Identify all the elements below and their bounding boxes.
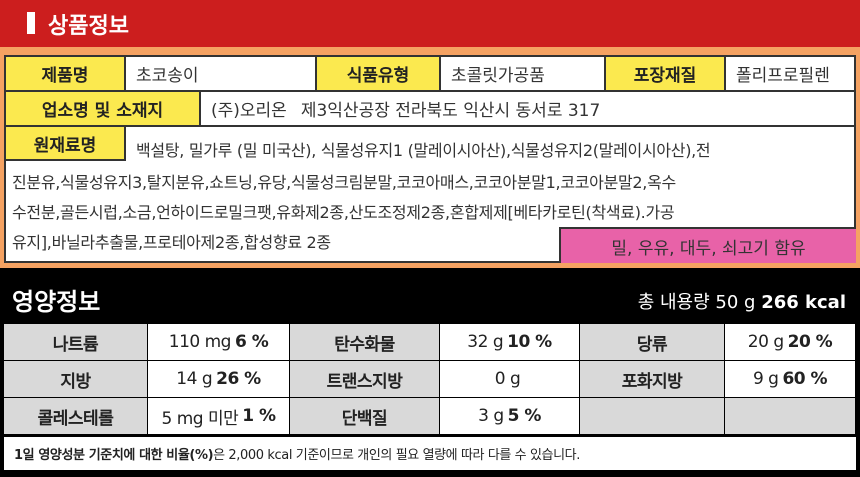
product-info-section: 제품명 초코송이 식품유형 초콜릿가공품 포장재질 폴리프로필렌 업소명 및 소…: [0, 47, 860, 268]
nutrient-value: 0 g: [440, 361, 580, 398]
product-name-label: 제품명: [6, 57, 126, 92]
ingredients-line: 백설탕, 밀가루 (밀 미국산), 식물성유지1 (말레이시아산),식물성유지2…: [136, 141, 711, 160]
ingredients-line: 진분유,식물성유지3,탈지분유,쇼트닝,유당,식물성크림분말,코코아매스,코코아…: [12, 173, 676, 192]
nutrient-percent: 6 %: [234, 332, 269, 352]
nutrient-name: 당류: [580, 324, 725, 361]
nutrient-amount: 0 g: [494, 369, 521, 389]
nutrient-percent: 60 %: [782, 369, 828, 389]
nutrient-amount: 3 g: [478, 406, 504, 426]
maker-value: (주)오리온 제3익산공장 전라북도 익산시 동서로 317: [201, 92, 854, 127]
nutrient-name: 지방: [4, 361, 148, 398]
nutrient-name: [580, 398, 725, 435]
ingredients-line: 유지],바닐라추출물,프로테아제2종,합성향료 2종: [12, 233, 331, 252]
ingredients-line: 수전분,골든시럽,소금,언하이드로밀크팻,유화제2종,산도조정제2종,혼합제제[…: [12, 203, 675, 222]
nutrient-value: 110 mg 6 %: [148, 324, 290, 361]
nutrient-percent: 10 %: [507, 332, 552, 352]
nutrient-name: 나트륨: [4, 324, 148, 361]
header-bar-icon: [27, 12, 35, 34]
product-info-header: 상품정보: [0, 0, 860, 47]
nutrient-amount: 110 mg: [168, 332, 232, 352]
nutrient-value: 9 g 60 %: [725, 361, 856, 398]
total-kcal: 266 kcal: [761, 292, 846, 313]
maker-name: (주)오리온: [211, 101, 287, 121]
nutrient-amount: 14 g: [176, 369, 213, 389]
nutrient-name: 트랜스지방: [290, 361, 440, 398]
nutrient-percent: 20 %: [787, 332, 833, 352]
nutrient-name: 탄수화물: [290, 324, 440, 361]
nutrient-name: 단백질: [290, 398, 440, 435]
nutrient-percent: 1 %: [242, 406, 276, 426]
nutrient-value: 5 mg 미만 1 %: [148, 398, 290, 435]
nutrient-value: [725, 398, 856, 435]
nutrient-name: 콜레스테롤: [4, 398, 148, 435]
total-amount: 총 내용량 50 g: [637, 292, 756, 313]
packaging-label: 포장재질: [606, 57, 726, 92]
nutrient-name: 포화지방: [580, 361, 725, 398]
nutrient-amount: 20 g: [747, 332, 784, 352]
nutrient-value: 14 g 26 %: [148, 361, 290, 398]
nutrition-title: 영양정보: [12, 288, 101, 316]
nutrient-percent: 5 %: [507, 406, 542, 426]
total-content: 총 내용량 50 g 266 kcal: [638, 288, 846, 314]
nutrition-footnote: 1일 영양성분 기준치에 대한 비율(%) 은 2,000 kcal 기준이므로 …: [4, 437, 856, 470]
nutrient-value: 20 g 20 %: [725, 324, 856, 361]
nutrient-amount: 9 g: [752, 369, 779, 389]
section-title: 상품정보: [48, 14, 129, 39]
food-type-value: 초콜릿가공품: [441, 57, 606, 92]
allergy-badge: 밀, 우유, 대두, 쇠고기 함유: [559, 227, 856, 263]
maker-address: 제3익산공장 전라북도 익산시 동서로 317: [300, 101, 601, 121]
nutrient-value: 32 g 10 %: [440, 324, 580, 361]
nutrient-percent: 26 %: [216, 369, 261, 389]
nutrition-section: 영양정보 총 내용량 50 g 266 kcal 나트륨 110 mg 6 % 탄수화…: [0, 268, 860, 477]
nutrition-table: 나트륨 110 mg 6 % 탄수화물 32 g 10 % 당류 20 g 20 % 지방 14 g…: [4, 324, 856, 435]
footnote-text: 은 2,000 kcal 기준이므로 개인의 필요 열량에 따라 다를 수 있습…: [213, 448, 580, 463]
nutrient-amount: 5 mg 미만: [161, 408, 239, 429]
maker-label: 업소명 및 소재지: [6, 92, 201, 127]
product-name-value: 초코송이: [126, 57, 317, 92]
product-info-table: 제품명 초코송이 식품유형 초콜릿가공품 포장재질 폴리프로필렌 업소명 및 소…: [4, 55, 856, 263]
packaging-value: 폴리프로필렌: [726, 57, 854, 92]
food-type-label: 식품유형: [317, 57, 441, 92]
footnote-bold: 1일 영양성분 기준치에 대한 비율(%): [14, 448, 214, 463]
ingredients-label: 원재료명: [6, 127, 126, 161]
nutrient-amount: 32 g: [467, 332, 504, 352]
